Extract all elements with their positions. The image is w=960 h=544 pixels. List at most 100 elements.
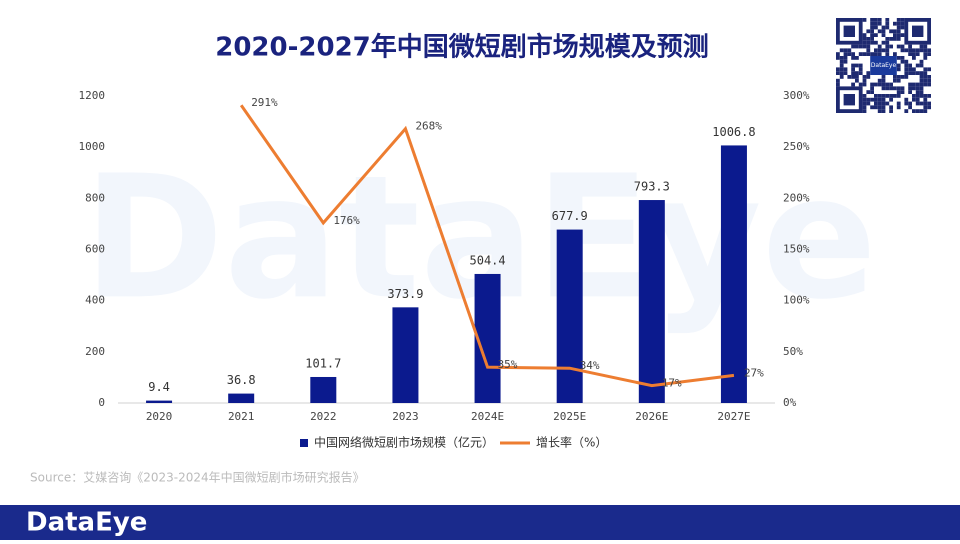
qr-cell: [877, 18, 882, 22]
qr-cell: [885, 44, 890, 49]
qr-cell: [885, 18, 890, 22]
qr-cell: [912, 71, 916, 75]
qr-cell: [855, 56, 859, 60]
qr-finder: [836, 17, 863, 45]
bar: [720, 145, 747, 403]
qr-cell: [912, 86, 916, 91]
qr-cell: [874, 21, 878, 26]
y2-tick-label: 250%: [783, 140, 810, 153]
qr-cell: [900, 59, 905, 64]
qr-cell: [927, 82, 931, 87]
qr-cell: [927, 78, 931, 83]
qr-cell: [866, 48, 871, 53]
qr-cell: [866, 101, 871, 106]
qr-cell: [839, 63, 844, 68]
qr-cell: [862, 18, 867, 22]
qr-cell: [877, 101, 882, 106]
x-tick-label: 2021: [228, 410, 255, 423]
qr-cell: [862, 40, 867, 45]
qr-cell: [923, 109, 928, 113]
qr-cell: [836, 67, 840, 72]
qr-cell: [923, 94, 928, 98]
qr-cell: [896, 33, 901, 37]
qr-cell: [858, 52, 863, 56]
qr-cell: [851, 75, 855, 79]
bar-value-label: 1006.8: [712, 125, 755, 139]
qr-cell: [904, 71, 909, 75]
qr-cell: [877, 94, 882, 98]
qr-cell: [893, 86, 897, 91]
qr-cell: [870, 105, 874, 110]
qr-cell: [866, 75, 871, 79]
qr-cell: [927, 48, 931, 53]
y2-tick-label: 50%: [783, 345, 803, 358]
qr-cell: [923, 75, 928, 79]
qr-cell: [858, 63, 863, 68]
qr-cell: [855, 44, 859, 49]
qr-cell: [843, 56, 848, 60]
qr-cell: [847, 75, 852, 79]
qr-cell: [881, 82, 886, 87]
qr-cell: [885, 52, 890, 56]
qr-cell: [893, 21, 897, 26]
qr-cell: [908, 105, 912, 110]
qr-cell: [843, 67, 848, 72]
x-tick-label: 2023: [392, 410, 419, 423]
qr-cell: [893, 52, 897, 56]
qr-cell: [858, 44, 863, 49]
qr-cell: [874, 25, 878, 30]
qr-label: DataEye: [871, 62, 897, 69]
qr-cell: [915, 71, 920, 75]
qr-cell: [927, 75, 931, 79]
qr-cell: [851, 67, 855, 72]
line-value-label: 34%: [580, 359, 600, 372]
qr-cell: [923, 67, 928, 72]
line-value-label: 176%: [333, 214, 360, 227]
qr-cell: [904, 75, 909, 79]
qr-cell: [836, 82, 840, 87]
qr-cell: [855, 75, 859, 79]
qr-cell: [866, 40, 871, 45]
x-tick-label: 2026E: [635, 410, 668, 423]
qr-cell: [919, 109, 924, 113]
qr-cell: [915, 97, 920, 102]
qr-cell: [915, 48, 920, 53]
qr-cell: [923, 82, 928, 87]
qr-cell: [870, 40, 874, 45]
qr-cell: [923, 56, 928, 60]
qr-cell: [919, 63, 924, 68]
qr-finder: [843, 94, 855, 106]
qr-code: DataEye: [836, 17, 931, 114]
qr-cell: [858, 71, 863, 75]
qr-cell: [851, 63, 855, 68]
qr-cell: [927, 101, 931, 106]
qr-cell: [923, 44, 928, 49]
qr-cell: [919, 86, 924, 91]
qr-cell: [893, 33, 897, 37]
qr-cell: [855, 63, 859, 68]
qr-cell: [862, 82, 867, 87]
qr-cell: [908, 86, 912, 91]
qr-cell: [862, 44, 867, 49]
qr-cell: [885, 21, 890, 26]
qr-cell: [896, 101, 901, 106]
qr-cell: [889, 82, 893, 87]
qr-cell: [874, 48, 878, 53]
qr-cell: [843, 52, 848, 56]
qr-cell: [885, 40, 890, 45]
qr-cell: [896, 37, 901, 41]
qr-cell: [904, 48, 909, 53]
qr-cell: [870, 37, 874, 41]
line-value-label: 291%: [251, 96, 278, 109]
qr-cell: [900, 48, 905, 53]
qr-cell: [881, 75, 886, 79]
qr-cell: [915, 101, 920, 106]
qr-cell: [900, 86, 905, 91]
qr-cell: [885, 25, 890, 30]
bar: [392, 307, 419, 403]
qr-cell: [896, 21, 901, 26]
qr-cell: [862, 75, 867, 79]
qr-cell: [870, 52, 874, 56]
qr-cell: [862, 105, 867, 110]
qr-cell: [908, 82, 912, 87]
